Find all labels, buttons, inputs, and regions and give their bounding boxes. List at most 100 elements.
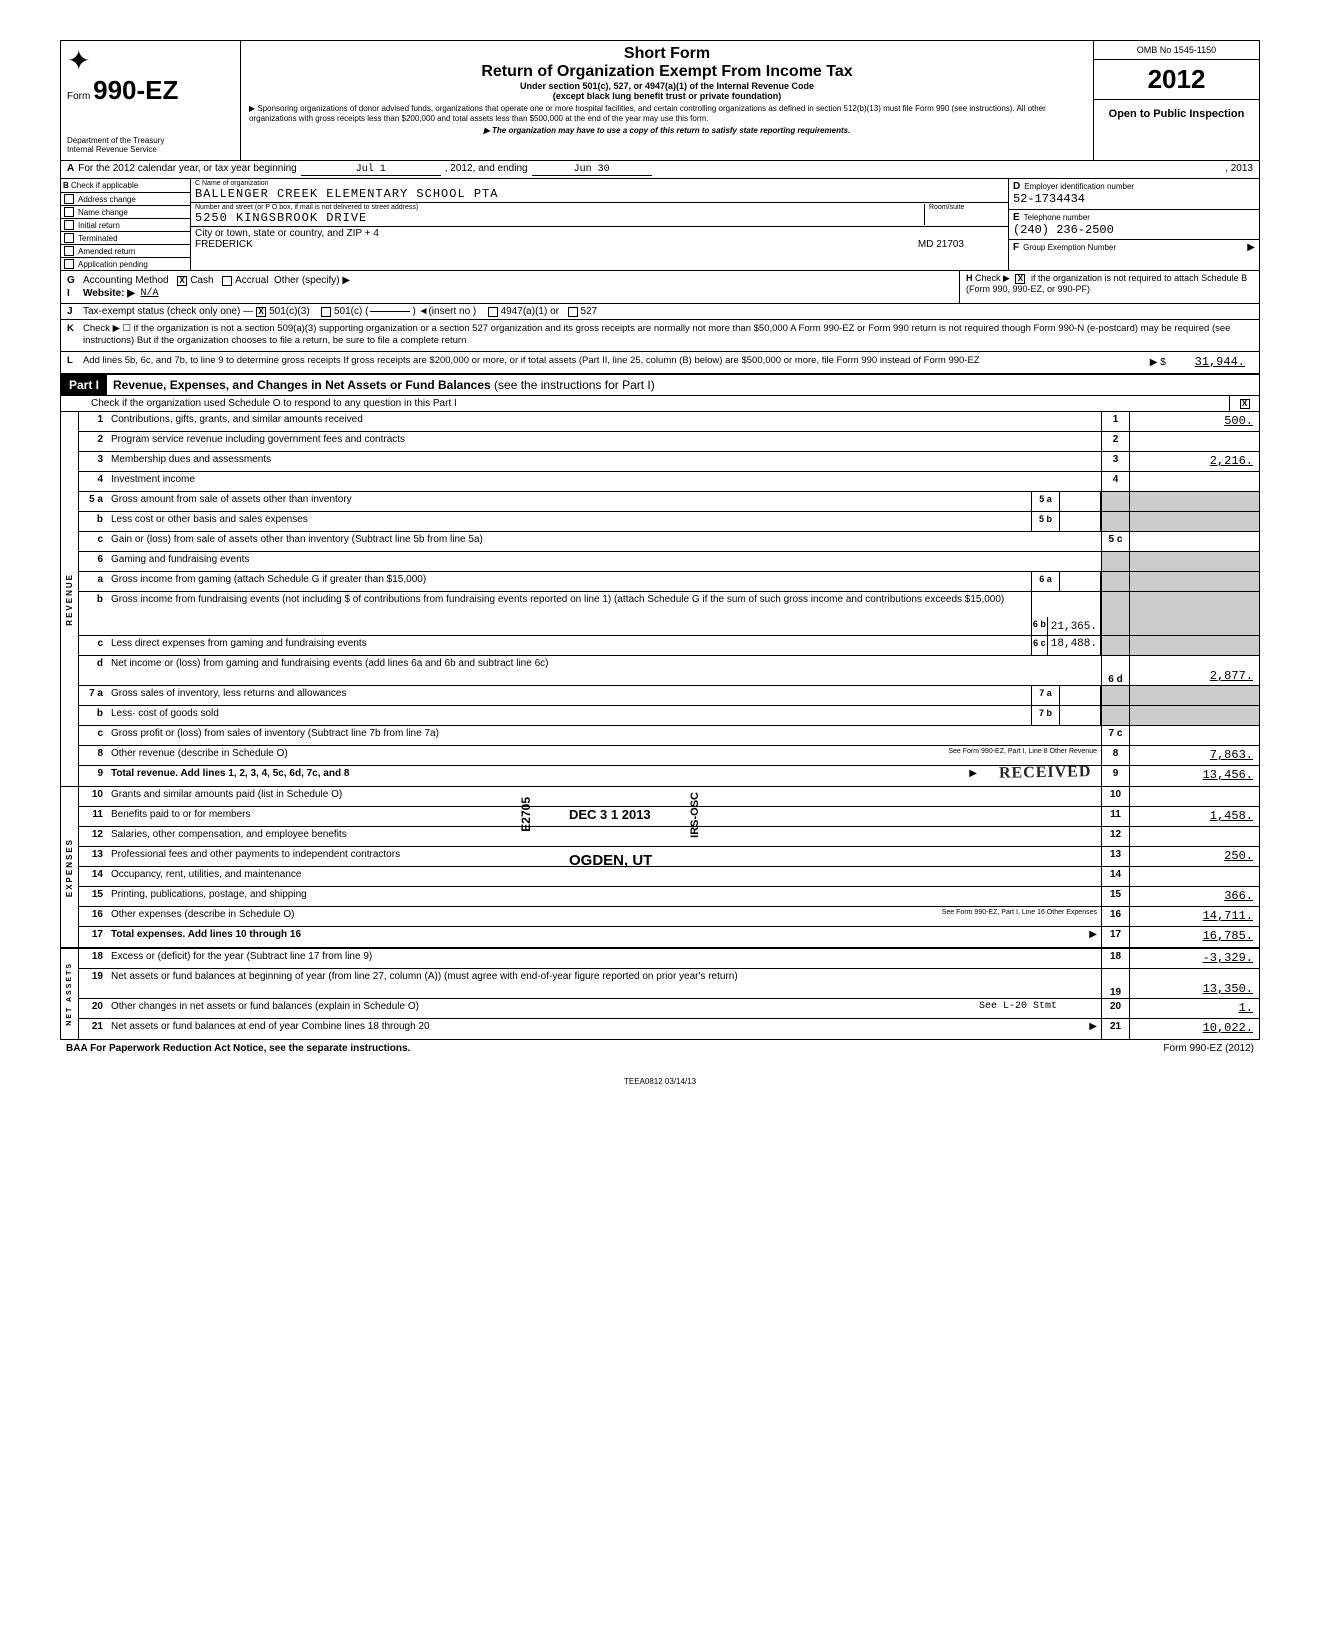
chk-527[interactable]	[568, 307, 578, 317]
sched-o-text: Check if the organization used Schedule …	[61, 396, 1229, 411]
col-b: B Check if applicable Address change Nam…	[61, 179, 191, 270]
col-c: C Name of organization BALLENGER CREEK E…	[191, 179, 1009, 270]
header-mid: Short Form Return of Organization Exempt…	[241, 41, 1094, 160]
line-13-desc: Professional fees and other payments to …	[107, 847, 1101, 866]
assets-section: NET ASSETS 18Excess or (deficit) for the…	[61, 948, 1259, 1039]
website-label: Website: ▶	[83, 288, 135, 299]
line-13-amt: 250.	[1129, 847, 1259, 866]
chk-amended-return[interactable]: Amended return	[61, 245, 190, 258]
line-9-desc: Total revenue. Add lines 1, 2, 3, 4, 5c,…	[107, 766, 1101, 786]
tax-exempt-label: Tax-exempt status (check only one) —	[83, 306, 253, 317]
line-5a-desc: Gross amount from sale of assets other t…	[107, 492, 1031, 511]
org-name-label: C Name of organization	[195, 180, 1004, 187]
chk-initial-return[interactable]: Initial return	[61, 219, 190, 232]
letter-l: L	[67, 355, 73, 367]
line-17-desc: Total expenses. Add lines 10 through 16▶	[107, 927, 1101, 947]
line-1-desc: Contributions, gifts, grants, and simila…	[107, 412, 1101, 431]
revenue-section: REVENUE 1Contributions, gifts, grants, a…	[61, 412, 1259, 787]
chk-501c[interactable]	[321, 307, 331, 317]
line-a-begin: Jul 1	[301, 164, 441, 176]
line-7b-desc: Less· cost of goods sold	[107, 706, 1031, 725]
title-return: Return of Organization Exempt From Incom…	[249, 63, 1085, 81]
line-15-desc: Printing, publications, postage, and shi…	[107, 887, 1101, 906]
chk-501c3[interactable]: X	[256, 307, 266, 317]
box-e: ETelephone number (240) 236-2500	[1009, 210, 1259, 241]
line-19-desc: Net assets or fund balances at beginning…	[107, 969, 1101, 998]
line-18-desc: Excess or (deficit) for the year (Subtra…	[107, 949, 1101, 968]
line-6c-desc: Less direct expenses from gaming and fun…	[107, 636, 1031, 655]
form-label: Form	[67, 91, 90, 102]
line-21-amt: 10,022.	[1129, 1019, 1259, 1039]
chk-application-pending[interactable]: Application pending	[61, 258, 190, 270]
line-a: A For the 2012 calendar year, or tax yea…	[61, 161, 1259, 179]
other-specify: Other (specify) ▶	[274, 275, 350, 286]
line-21-desc: Net assets or fund balances at end of ye…	[107, 1019, 1101, 1039]
sched-o-row: Check if the organization used Schedule …	[61, 396, 1259, 412]
chk-cash[interactable]: X	[177, 276, 187, 286]
footer-mid: TEEA0812 03/14/13	[60, 1077, 1260, 1086]
line-4-amt	[1129, 472, 1259, 491]
header: ✦ Form 990-EZ Department of the Treasury…	[61, 41, 1259, 161]
tax-year: 2012	[1094, 60, 1259, 100]
chk-name-change[interactable]: Name change	[61, 206, 190, 219]
letter-g: G	[67, 275, 83, 286]
line-18-amt: -3,329.	[1129, 949, 1259, 968]
box-f: FGroup Exemption Number ▶	[1009, 240, 1259, 270]
letter-k: K	[67, 323, 74, 335]
city-label: City or town, state or country, and ZIP …	[195, 228, 1004, 239]
dept-text: Department of the Treasury Internal Reve…	[67, 136, 234, 154]
expenses-section: EXPENSES E2705 DEC 3 1 2013 OGDEN, UT IR…	[61, 787, 1259, 948]
box-h: H Check ▶ X if the organization is not r…	[959, 271, 1259, 303]
form-990ez: ✦ Form 990-EZ Department of the Treasury…	[60, 40, 1260, 1040]
chk-accrual[interactable]	[222, 276, 232, 286]
row-l: L Add lines 5b, 6c, and 7b, to line 9 to…	[61, 352, 1259, 375]
line-8-amt: 7,863.	[1129, 746, 1259, 765]
header-left: ✦ Form 990-EZ Department of the Treasury…	[61, 41, 241, 160]
line-16-desc: Other expenses (describe in Schedule O)S…	[107, 907, 1101, 926]
open-inspection: Open to Public Inspection	[1094, 100, 1259, 128]
website-value: N/A	[141, 288, 159, 299]
irs-line: Internal Revenue Service	[67, 145, 234, 154]
part-1-title: Revenue, Expenses, and Changes in Net As…	[107, 375, 1259, 395]
chk-terminated[interactable]: Terminated	[61, 232, 190, 245]
subtitle-2: (except black lung benefit trust or priv…	[249, 91, 1085, 101]
line-19-amt: 13,350.	[1129, 969, 1259, 998]
line-17-amt: 16,785.	[1129, 927, 1259, 947]
line-11-desc: Benefits paid to or for members	[107, 807, 1101, 826]
street-label: Number and street (or P O box, if mail i…	[195, 204, 924, 211]
eagle-icon: ✦	[67, 47, 234, 75]
acct-method-label: Accounting Method	[83, 275, 169, 286]
line-a-text2: , 2012, and ending	[445, 163, 528, 174]
chk-h[interactable]: X	[1015, 274, 1025, 284]
footer-left: BAA For Paperwork Reduction Act Notice, …	[66, 1043, 1084, 1054]
line-16-amt: 14,711.	[1129, 907, 1259, 926]
arrow-icon: ▶	[1247, 242, 1255, 253]
line-1-amt: 500.	[1129, 412, 1259, 431]
line-4-desc: Investment income	[107, 472, 1101, 491]
form-number: Form 990-EZ	[67, 75, 234, 106]
line-3-desc: Membership dues and assessments	[107, 452, 1101, 471]
sched-o-check[interactable]: X	[1229, 396, 1259, 411]
subtitle-1: Under section 501(c), 527, or 4947(a)(1)…	[249, 81, 1085, 91]
line-9-amt: 13,456.	[1129, 766, 1259, 786]
received-stamp: RECEIVED	[998, 763, 1091, 783]
expenses-side-label: EXPENSES	[61, 787, 79, 947]
row-l-amount: ▶ $ 31,944.	[1083, 355, 1253, 371]
line-5c-desc: Gain or (loss) from sale of assets other…	[107, 532, 1101, 551]
revenue-side-label: REVENUE	[61, 412, 79, 786]
room-label: Room/suite	[929, 204, 964, 211]
col-cdef: C Name of organization BALLENGER CREEK E…	[191, 179, 1259, 270]
line-a-text3: , 2013	[1225, 163, 1253, 174]
row-k-text: Check ▶ ☐ if the organization is not a s…	[83, 323, 1230, 346]
line-3-amt: 2,216.	[1129, 452, 1259, 471]
line-7c-desc: Gross profit or (loss) from sales of inv…	[107, 726, 1101, 745]
part-1-label: Part I	[61, 375, 107, 395]
state-zip: MD 21703	[918, 239, 964, 250]
footer-right: Form 990-EZ (2012)	[1084, 1043, 1254, 1054]
chk-4947[interactable]	[488, 307, 498, 317]
letter-j: J	[67, 306, 83, 317]
line-a-end: Jun 30	[532, 164, 652, 176]
line-6a-desc: Gross income from gaming (attach Schedul…	[107, 572, 1031, 591]
col-def: DEmployer identification number 52-17344…	[1009, 179, 1259, 270]
chk-address-change[interactable]: Address change	[61, 193, 190, 206]
